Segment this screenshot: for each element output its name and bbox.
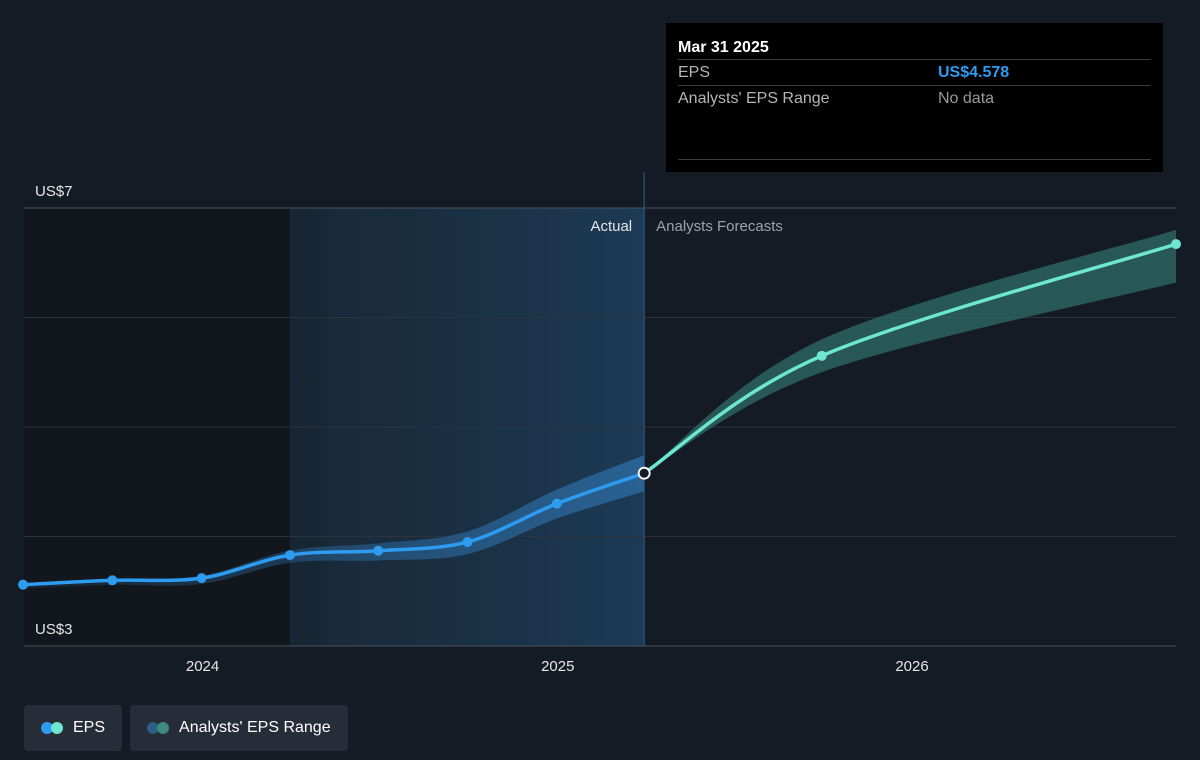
chart-legend: EPS Analysts' EPS Range <box>24 705 348 751</box>
legend-eps-swatch-icon <box>41 722 63 734</box>
eps-forecast-line <box>642 242 1178 475</box>
eps-point-selected[interactable] <box>637 466 651 480</box>
eps-point[interactable] <box>18 579 29 590</box>
legend-eps-range[interactable]: Analysts' EPS Range <box>130 705 348 751</box>
tooltip-divider <box>678 159 1151 160</box>
tooltip-row-range: Analysts' EPS Range No data <box>678 85 1151 111</box>
tooltip-eps-value: US$4.578 <box>938 64 1010 81</box>
eps-forecast-point[interactable] <box>1171 239 1181 250</box>
x-tick-label: 2025 <box>541 658 574 675</box>
y-axis-bottom-label: US$3 <box>35 621 73 638</box>
eps-point[interactable] <box>551 498 562 509</box>
x-tick-label: 2026 <box>895 658 928 675</box>
tooltip-row-eps: EPS US$4.578 <box>678 59 1151 85</box>
eps-point[interactable] <box>462 536 473 547</box>
eps-point[interactable] <box>107 575 118 586</box>
eps-point[interactable] <box>284 550 295 561</box>
tooltip-eps-label: EPS <box>678 64 711 81</box>
eps-forecast-point[interactable] <box>816 350 827 361</box>
legend-range-label: Analysts' EPS Range <box>179 719 331 736</box>
tooltip-range-label: Analysts' EPS Range <box>678 90 830 107</box>
actual-region-label: Actual <box>590 218 632 235</box>
eps-actual-line <box>21 471 646 587</box>
x-tick-label: 2024 <box>186 658 219 675</box>
eps-point[interactable] <box>196 573 207 584</box>
legend-eps-label: EPS <box>73 719 106 736</box>
tooltip-range-value: No data <box>938 90 995 107</box>
tooltip-date: Mar 31 2025 <box>678 39 769 56</box>
eps-point[interactable] <box>373 545 384 556</box>
y-axis-top-label: US$7 <box>35 183 73 200</box>
legend-eps[interactable]: EPS <box>24 705 123 751</box>
x-tick-labels: 2024 2025 2026 <box>186 658 929 675</box>
forecast-region-label: Analysts Forecasts <box>656 218 783 235</box>
hover-tooltip: Mar 31 2025 EPS US$4.578 Analysts' EPS R… <box>666 23 1163 172</box>
eps-points <box>18 239 1181 590</box>
legend-range-swatch-icon <box>147 722 170 734</box>
forecast-range-band <box>644 229 1176 474</box>
